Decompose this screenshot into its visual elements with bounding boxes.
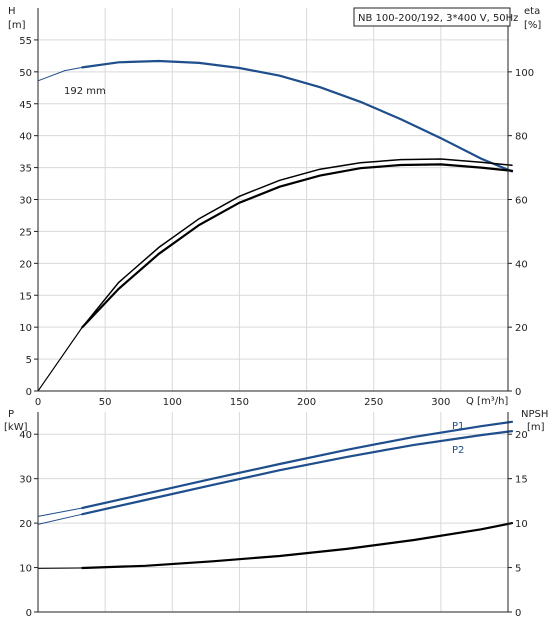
- right-tick-label: 5: [515, 564, 521, 575]
- left-tick-label: 5: [26, 355, 32, 366]
- series-line: [81, 59, 514, 173]
- axes-layer: [34, 8, 512, 613]
- left-tick-label: 45: [19, 100, 32, 111]
- top-left-axis-unit: [m]: [8, 20, 26, 31]
- legend-box-text: NB 100-200/192, 3*400 V, 50Hz: [358, 13, 518, 24]
- x-tick-label: 150: [230, 397, 249, 408]
- bottom-left-axis-unit: [kW]: [4, 422, 28, 433]
- left-tick-label: 40: [19, 430, 32, 441]
- left-tick-label: 25: [19, 227, 32, 238]
- left-tick-label: 20: [19, 519, 32, 530]
- right-tick-label: 60: [515, 196, 528, 207]
- top-left-axis-label: H: [8, 6, 16, 17]
- series-line: [81, 522, 514, 570]
- left-tick-label: 55: [19, 36, 32, 47]
- x-tick-label: 50: [99, 397, 112, 408]
- left-tick-label: 30: [19, 475, 32, 486]
- right-tick-label: 0: [515, 387, 521, 398]
- series-layer: [37, 59, 514, 570]
- x-tick-label: 0: [35, 397, 41, 408]
- right-tick-label: 20: [515, 430, 528, 441]
- series-line: [81, 430, 514, 516]
- series-line: [81, 163, 514, 329]
- left-tick-label: 30: [19, 196, 32, 207]
- top-right-axis-unit: [%]: [524, 20, 541, 31]
- left-tick-label: 35: [19, 164, 32, 175]
- series-line: [81, 158, 513, 328]
- series-line-extension: [37, 66, 83, 82]
- impeller-diameter-label: 192 mm: [64, 86, 106, 97]
- right-tick-label: 0: [515, 608, 521, 619]
- right-tick-label: 20: [515, 323, 528, 334]
- right-tick-label: 100: [515, 68, 534, 79]
- bottom-right-axis-unit: [m]: [527, 422, 545, 433]
- series-label-p2: P2: [452, 445, 464, 456]
- top-right-axis-label: eta: [524, 6, 540, 17]
- series-line-extension: [37, 507, 83, 517]
- left-tick-label: 10: [19, 564, 32, 575]
- left-tick-label: 0: [26, 387, 32, 398]
- x-tick-label: 100: [163, 397, 182, 408]
- left-tick-label: 15: [19, 291, 32, 302]
- bottom-right-axis-label: NPSH: [521, 409, 548, 420]
- series-line: [81, 420, 514, 510]
- left-tick-label: 50: [19, 68, 32, 79]
- series-label-p1: P1: [452, 421, 464, 432]
- legend-box: [353, 7, 511, 27]
- x-tick-label: 300: [431, 397, 450, 408]
- bottom-left-axis-label: P: [8, 409, 14, 420]
- x-axis-label: Q [m³/h]: [466, 396, 508, 407]
- left-tick-label: 0: [26, 608, 32, 619]
- left-tick-label: 20: [19, 259, 32, 270]
- left-tick-label: 40: [19, 132, 32, 143]
- right-tick-label: 80: [515, 132, 528, 143]
- series-line-extension: [37, 326, 83, 392]
- left-tick-label: 10: [19, 323, 32, 334]
- right-tick-label: 40: [515, 259, 528, 270]
- right-tick-label: 10: [515, 519, 528, 530]
- x-tick-label: 200: [297, 397, 316, 408]
- series-line-extension: [37, 513, 83, 525]
- top-chart-grid: [38, 8, 508, 391]
- x-tick-label: 250: [364, 397, 383, 408]
- right-tick-label: 15: [515, 475, 528, 486]
